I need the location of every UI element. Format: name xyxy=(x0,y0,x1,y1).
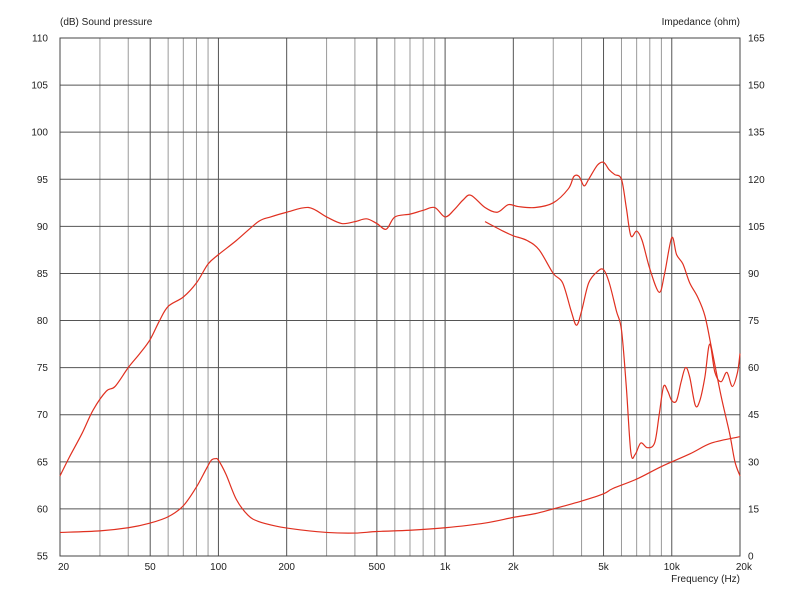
left-tick-label: 55 xyxy=(37,552,49,563)
spl-curve-on-axis xyxy=(59,161,741,477)
left-tick-label: 80 xyxy=(37,316,49,327)
x-tick-label: 5k xyxy=(598,562,610,573)
x-tick-label: 1k xyxy=(440,562,452,573)
x-tick-label: 20 xyxy=(58,562,70,573)
left-tick-label: 95 xyxy=(37,175,49,186)
right-tick-label: 165 xyxy=(748,34,765,45)
right-tick-label: 75 xyxy=(748,316,760,327)
right-tick-label: 105 xyxy=(748,222,765,233)
x-tick-label: 500 xyxy=(369,562,386,573)
right-tick-label: 135 xyxy=(748,128,765,139)
impedance-curve xyxy=(59,436,741,534)
right-tick-label: 30 xyxy=(748,457,760,468)
x-tick-label: 10k xyxy=(664,562,681,573)
right-axis-label: Impedance (ohm) xyxy=(662,17,740,28)
left-tick-label: 65 xyxy=(37,457,49,468)
left-tick-label: 75 xyxy=(37,363,49,374)
left-tick-label: 70 xyxy=(37,410,49,421)
right-tick-label: 150 xyxy=(748,81,765,92)
curves xyxy=(59,161,741,534)
x-tick-label: 20k xyxy=(736,562,753,573)
right-tick-label: 120 xyxy=(748,175,765,186)
left-tick-label: 100 xyxy=(31,128,48,139)
left-axis-label: (dB) Sound pressure xyxy=(60,17,153,28)
right-tick-label: 90 xyxy=(748,269,760,280)
grid xyxy=(59,37,741,557)
right-tick-label: 15 xyxy=(748,504,760,515)
x-tick-label: 100 xyxy=(210,562,227,573)
plot-frame xyxy=(59,37,741,557)
axis-labels: (dB) Sound pressure Impedance (ohm) Freq… xyxy=(31,17,765,585)
x-tick-label: 50 xyxy=(145,562,157,573)
spl-curve-off-axis xyxy=(484,221,741,459)
right-tick-label: 0 xyxy=(748,552,754,563)
left-tick-label: 85 xyxy=(37,269,49,280)
x-axis-label: Frequency (Hz) xyxy=(671,574,740,585)
left-tick-label: 105 xyxy=(31,81,48,92)
left-tick-label: 60 xyxy=(37,504,49,515)
x-tick-label: 200 xyxy=(278,562,295,573)
x-tick-label: 2k xyxy=(508,562,520,573)
right-tick-label: 45 xyxy=(748,410,760,421)
left-tick-label: 90 xyxy=(37,222,49,233)
right-tick-label: 60 xyxy=(748,363,760,374)
left-tick-label: 110 xyxy=(32,34,48,45)
